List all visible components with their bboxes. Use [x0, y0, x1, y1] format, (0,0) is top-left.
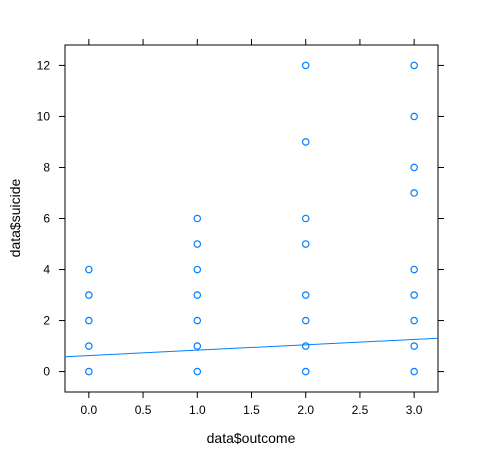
data-point	[410, 265, 418, 274]
data-point	[410, 342, 418, 350]
y-tick-label: 6	[43, 212, 50, 226]
data-point	[301, 342, 310, 350]
x-tick-label: 1.5	[243, 403, 260, 417]
y-tick-label: 8	[43, 160, 50, 174]
data-point	[301, 240, 310, 248]
y-tick-label: 12	[37, 58, 51, 72]
data-point	[410, 61, 418, 70]
data-point	[85, 367, 93, 376]
y-tick-label: 2	[43, 314, 50, 328]
data-point	[193, 367, 202, 376]
data-point	[85, 291, 93, 299]
x-tick-label: 2.5	[352, 403, 369, 417]
x-tick-label: 0.5	[135, 403, 152, 417]
y-tick-label: 0	[43, 365, 50, 379]
data-point	[410, 163, 418, 172]
y-tick-label: 10	[37, 109, 51, 123]
data-point	[301, 61, 310, 70]
data-point	[193, 342, 202, 350]
x-axis-label: data$outcome	[207, 430, 296, 446]
x-tick-label: 1.0	[189, 403, 206, 417]
data-point	[193, 240, 202, 248]
data-point	[85, 342, 93, 350]
data-point	[410, 316, 418, 325]
regression-line	[64, 337, 439, 358]
data-point	[301, 291, 310, 299]
data-point	[85, 316, 93, 325]
x-tick-label: 3.0	[406, 403, 423, 417]
data-point	[410, 189, 418, 197]
data-point	[85, 265, 93, 274]
data-point	[410, 291, 418, 299]
data-point	[301, 138, 310, 146]
data-point	[410, 112, 418, 121]
y-tick-label: 4	[43, 263, 50, 277]
plot-frame	[64, 44, 439, 393]
data-point	[301, 316, 310, 325]
data-point	[193, 214, 202, 223]
data-point	[193, 291, 202, 299]
data-point	[193, 265, 202, 274]
data-point	[301, 367, 310, 376]
x-tick-label: 2.0	[297, 403, 314, 417]
y-axis-label: data$suicide	[7, 178, 23, 257]
data-point	[193, 316, 202, 325]
x-tick-label: 0.0	[81, 403, 98, 417]
data-point	[301, 214, 310, 223]
data-point	[410, 367, 418, 376]
